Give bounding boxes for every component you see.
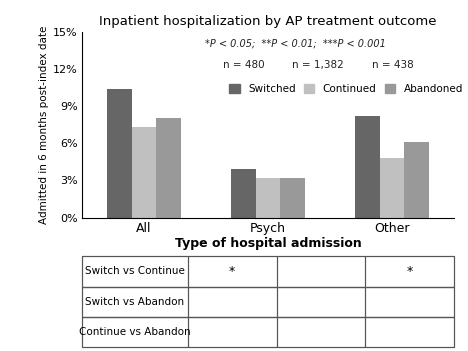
Y-axis label: Admitted in 6 months post-index date: Admitted in 6 months post-index date <box>39 25 49 224</box>
Text: n = 1,382: n = 1,382 <box>292 60 344 70</box>
Bar <box>366 317 454 347</box>
Legend: Switched, Continued, Abandoned: Switched, Continued, Abandoned <box>225 80 467 98</box>
Bar <box>280 178 305 218</box>
Bar <box>256 178 280 218</box>
Bar <box>404 142 429 218</box>
Bar <box>380 158 404 218</box>
Bar <box>277 256 366 287</box>
Bar <box>277 287 366 317</box>
Text: *: * <box>229 265 235 278</box>
Bar <box>188 256 277 287</box>
Bar <box>156 118 181 218</box>
Text: *: * <box>407 265 413 278</box>
Bar <box>82 287 454 317</box>
Bar <box>82 287 188 317</box>
Bar <box>82 256 454 287</box>
Bar <box>277 317 366 347</box>
Bar <box>188 317 277 347</box>
Text: Switch vs Continue: Switch vs Continue <box>85 266 185 277</box>
Bar <box>82 317 454 347</box>
Bar <box>231 169 256 218</box>
Bar <box>366 256 454 287</box>
Text: n = 480: n = 480 <box>223 60 264 70</box>
Bar <box>107 89 132 218</box>
Text: Type of hospital admission: Type of hospital admission <box>175 237 361 251</box>
Bar <box>188 287 277 317</box>
Title: Inpatient hospitalization by AP treatment outcome: Inpatient hospitalization by AP treatmen… <box>99 15 437 28</box>
Bar <box>82 256 188 287</box>
Bar <box>366 287 454 317</box>
Text: Continue vs Abandon: Continue vs Abandon <box>79 327 191 337</box>
Bar <box>132 127 156 218</box>
Bar <box>355 116 380 218</box>
Bar <box>82 317 188 347</box>
Text: Switch vs Abandon: Switch vs Abandon <box>85 297 184 307</box>
Text: *P < 0.05;  **P < 0.01;  ***P < 0.001: *P < 0.05; **P < 0.01; ***P < 0.001 <box>205 39 386 49</box>
Text: n = 438: n = 438 <box>372 60 413 70</box>
